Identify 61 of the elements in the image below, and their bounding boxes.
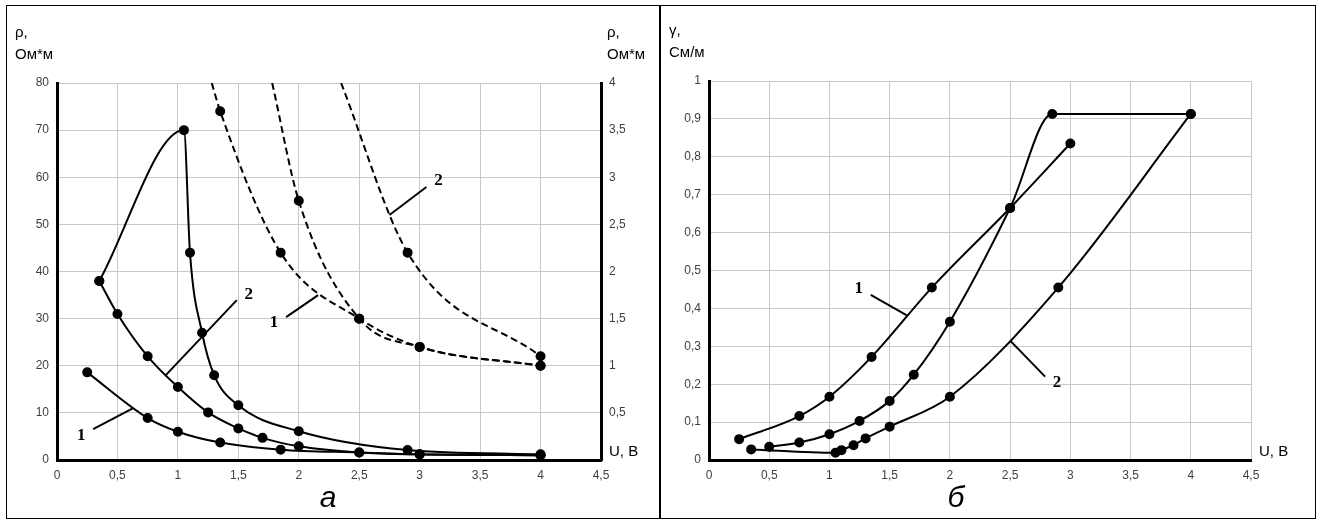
y2-tick-label: 1,5	[609, 310, 627, 325]
y-tick-label: 40	[35, 263, 50, 278]
annotation: 2	[1052, 372, 1062, 392]
y2-tick-label: 2	[609, 263, 616, 278]
y2-tick-label: 4	[609, 75, 616, 90]
y-tick-label: 1	[694, 73, 702, 88]
annotation: 1	[76, 424, 86, 444]
y-tick-label: 10	[35, 405, 50, 420]
x-tick-label: 4	[537, 467, 545, 482]
x-tick-label: 2	[946, 467, 954, 482]
annotation: 1	[269, 312, 279, 332]
x-tick-label: 2	[295, 467, 303, 482]
y-tick-label: 80	[35, 75, 50, 90]
y-tick-label: 70	[35, 122, 50, 137]
y2-tick-label: 2,5	[609, 216, 627, 231]
y-tick-label: 0,3	[684, 338, 702, 353]
y2-tick-label: 1	[609, 358, 616, 373]
x-tick-label: 3	[1066, 467, 1074, 482]
y-axis-title: γ, См/м	[669, 21, 705, 60]
x-tick-label: 0	[53, 467, 61, 482]
x-tick-label: 2,5	[350, 467, 368, 482]
y-tick-label: 0	[694, 452, 702, 467]
x-axis-title: U, В	[1259, 442, 1289, 459]
x-tick-label: 1,5	[881, 467, 899, 482]
text: б	[947, 480, 966, 514]
x-tick-label: 0,5	[109, 467, 127, 482]
x-tick-label: 4	[1187, 467, 1195, 482]
x-tick-label: 1	[174, 467, 182, 482]
y-tick-label: 50	[35, 216, 50, 231]
y2-tick-label: 3	[609, 169, 616, 184]
y-tick-label: 0,5	[684, 262, 702, 277]
x-tick-label: 2,5	[1001, 467, 1019, 482]
y-tick-label: 0,6	[684, 224, 702, 239]
annotation: 2	[244, 283, 254, 303]
y2-axis-title: ρ, Ом*м	[607, 23, 646, 62]
y-tick-label: 0,2	[684, 376, 702, 391]
y-tick-label: 0,9	[684, 111, 702, 126]
x-tick-label: 3,5	[1122, 467, 1140, 482]
y-tick-label: 0	[42, 452, 50, 467]
text: а	[319, 480, 337, 514]
x-tick-label: 1,5	[229, 467, 247, 482]
y-tick-label: 60	[35, 169, 50, 184]
y2-tick-label: 3,5	[609, 122, 627, 137]
y-tick-label: 0,8	[684, 149, 702, 164]
y-tick-label: 0,4	[684, 300, 702, 315]
y-axis-title: ρ, Ом*м	[15, 23, 54, 62]
y-tick-label: 0,7	[684, 187, 702, 202]
y2-tick-label: 0,5	[609, 405, 627, 420]
y-tick-label: 30	[35, 310, 50, 325]
x-tick-label: 3	[416, 467, 424, 482]
y-tick-label: 0,1	[684, 414, 702, 429]
x-tick-label: 1	[826, 467, 834, 482]
x-tick-label: 0,5	[760, 467, 778, 482]
x-tick-label: 3,5	[471, 467, 489, 482]
x-tick-label: 4,5	[592, 467, 610, 482]
x-axis-title: U, В	[609, 442, 639, 459]
x-tick-label: 0	[705, 467, 713, 482]
annotation: 1	[854, 278, 863, 298]
y-tick-label: 20	[35, 358, 50, 373]
x-tick-label: 4,5	[1242, 467, 1260, 482]
annotation: 2	[434, 170, 443, 190]
